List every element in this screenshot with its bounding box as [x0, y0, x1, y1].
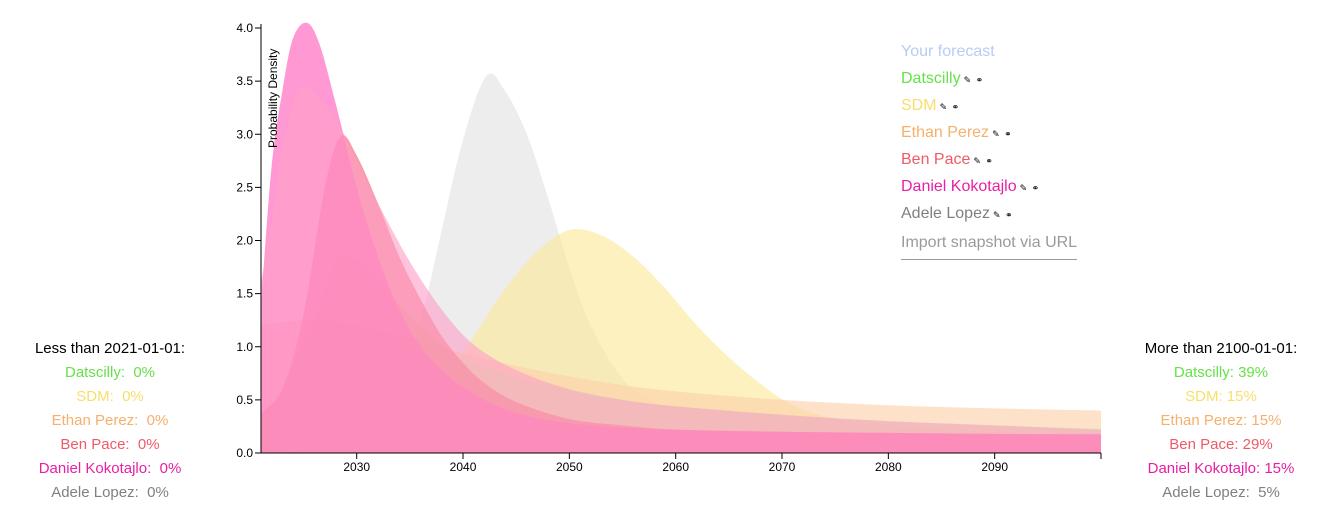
legend-name[interactable]: Datscilly — [901, 70, 961, 87]
x-tick-label: 2070 — [769, 460, 796, 474]
below-range-title: Less than 2021-01-01: — [34, 340, 186, 357]
y-axis-label: Probability Density — [266, 49, 280, 148]
x-tick-label: 2090 — [981, 460, 1008, 474]
above-range-panel: More than 2100-01-01: Datscilly: 39% SDM:… — [1126, 337, 1316, 505]
edit-link-icons[interactable]: ✎ ⚭ — [992, 210, 1014, 220]
probability-row: Datscilly: 39% — [1173, 364, 1269, 381]
x-tick-label: 2040 — [450, 460, 477, 474]
legend: Your forecast Datscilly ✎ ⚭ SDM ✎ ⚭ Ethan Pe… — [901, 38, 1101, 260]
import-snapshot-link[interactable]: Import snapshot via URL — [901, 229, 1078, 260]
legend-item-ethan-perez[interactable]: Ethan Perez ✎ ⚭ — [901, 119, 1101, 146]
series-areas — [261, 22, 1101, 454]
y-tick-label: 0.0 — [236, 446, 253, 460]
y-tick-label: 2.0 — [236, 234, 253, 248]
x-tick-label: 2050 — [556, 460, 583, 474]
probability-row: Ethan Perez: 0% — [51, 412, 169, 429]
above-range-rows: Datscilly: 39% SDM: 15% Ethan Perez: 15% Be… — [1126, 361, 1316, 505]
probability-row: Ethan Perez: 15% — [1160, 412, 1282, 429]
edit-link-icons[interactable]: ✎ ⚭ — [973, 156, 994, 166]
legend-item-adele-lopez[interactable]: Adele Lopez ✎ ⚭ — [901, 200, 1101, 227]
legend-item-ben-pace[interactable]: Ben Pace ✎ ⚭ — [901, 146, 1101, 173]
legend-name[interactable]: Adele Lopez — [901, 205, 990, 222]
y-tick-label: 1.0 — [236, 340, 253, 354]
legend-item-daniel-kokotajlo[interactable]: Daniel Kokotajlo ✎ ⚭ — [901, 173, 1101, 200]
below-range-rows: Datscilly: 0% SDM: 0% Ethan Perez: 0% Ben P… — [15, 361, 205, 505]
area-daniel-kokotajlo-6 — [261, 85, 1101, 453]
legend-items: Datscilly ✎ ⚭ SDM ✎ ⚭ Ethan Perez ✎ ⚭ Ben Pace… — [901, 65, 1101, 227]
probability-row: Ben Pace: 29% — [1169, 436, 1273, 453]
edit-link-icons[interactable]: ✎ ⚭ — [963, 75, 985, 85]
legend-item-datscilly[interactable]: Datscilly ✎ ⚭ — [901, 65, 1101, 92]
below-range-panel: Less than 2021-01-01: Datscilly: 0% SDM: … — [15, 337, 205, 505]
axes: 2030 2040 2050 2060 2070 2080 2090 0.0 0.5 1.0 1.5… — [236, 21, 1102, 474]
edit-link-icons[interactable]: ✎ ⚭ — [939, 102, 961, 112]
x-tick-label: 2030 — [343, 460, 370, 474]
y-tick-label: 0.5 — [236, 393, 253, 407]
y-tick-label: 3.0 — [236, 127, 253, 141]
legend-name[interactable]: Ethan Perez — [901, 124, 990, 141]
x-tick-label: 2060 — [662, 460, 689, 474]
probability-row: Adele Lopez: 5% — [1162, 484, 1280, 501]
y-tick-label: 4.0 — [236, 21, 253, 35]
legend-import: Import snapshot via URL — [901, 227, 1101, 260]
your-forecast-label[interactable]: Your forecast — [901, 43, 995, 60]
x-tick-label: 2080 — [875, 460, 902, 474]
probability-row: Daniel Kokotajlo: 15% — [1147, 460, 1295, 477]
above-range-title: More than 2100-01-01: — [1144, 340, 1298, 357]
probability-row: Adele Lopez: 0% — [51, 484, 169, 501]
legend-name[interactable]: SDM — [901, 97, 937, 114]
legend-item-sdm[interactable]: SDM ✎ ⚭ — [901, 92, 1101, 119]
y-tick-label: 2.5 — [236, 180, 253, 194]
probability-row: SDM: 0% — [76, 388, 144, 405]
legend-your-forecast[interactable]: Your forecast — [901, 38, 1101, 65]
y-tick-label: 1.5 — [236, 287, 253, 301]
probability-row: Ben Pace: 0% — [60, 436, 160, 453]
edit-link-icons[interactable]: ✎ ⚭ — [992, 129, 1013, 139]
legend-name[interactable]: Ben Pace — [901, 151, 971, 168]
legend-name[interactable]: Daniel Kokotajlo — [901, 178, 1017, 195]
y-tick-label: 3.5 — [236, 74, 253, 88]
edit-link-icons[interactable]: ✎ ⚭ — [1019, 183, 1041, 193]
probability-row: SDM: 15% — [1185, 388, 1257, 405]
probability-row: Daniel Kokotajlo: 0% — [38, 460, 182, 477]
probability-row: Datscilly: 0% — [64, 364, 156, 381]
